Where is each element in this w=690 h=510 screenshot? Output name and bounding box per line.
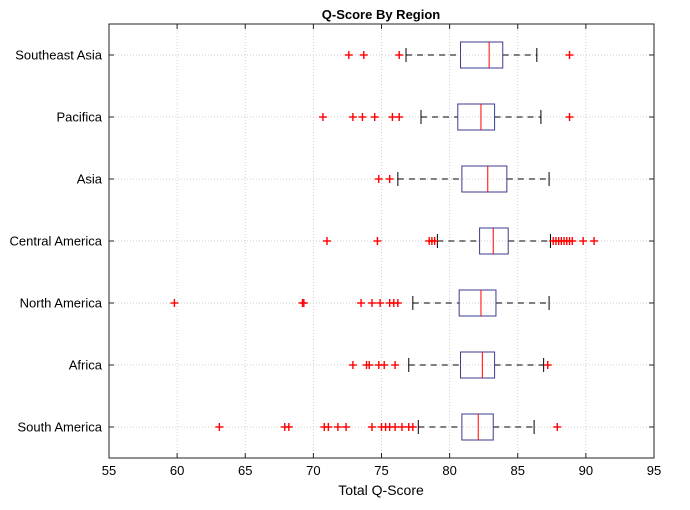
x-tick-label: 75 xyxy=(374,463,388,478)
outlier-point xyxy=(391,423,400,431)
x-tick-label: 65 xyxy=(238,463,252,478)
outlier-point xyxy=(380,361,389,369)
x-tick-label: 70 xyxy=(306,463,320,478)
outlier-point xyxy=(393,299,402,307)
iqr-box xyxy=(461,413,494,441)
outlier-point xyxy=(553,423,562,431)
x-tick-label: 55 xyxy=(102,463,116,478)
outlier-point xyxy=(299,299,308,307)
outlier-point xyxy=(348,361,357,369)
x-tick-label: 85 xyxy=(511,463,525,478)
outlier-point xyxy=(374,175,383,183)
y-tick-label: Africa xyxy=(69,358,103,373)
iqr-box xyxy=(479,227,509,255)
outlier-point xyxy=(430,237,439,245)
y-tick-label: Central America xyxy=(10,234,103,249)
box-southeast-asia xyxy=(344,41,574,69)
outlier-point xyxy=(397,423,406,431)
outlier-point xyxy=(590,237,599,245)
outlier-point xyxy=(579,237,588,245)
outlier-point xyxy=(565,51,574,59)
y-tick-label: Asia xyxy=(77,172,103,187)
outlier-point xyxy=(391,361,400,369)
x-tick-label: 80 xyxy=(442,463,456,478)
outlier-point xyxy=(565,113,574,121)
chart-title: Q-Score By Region xyxy=(322,7,441,22)
y-tick-label: Pacifica xyxy=(56,110,102,125)
outlier-point xyxy=(385,175,394,183)
outlier-point xyxy=(342,423,351,431)
box-asia xyxy=(374,165,550,193)
outlier-point xyxy=(318,113,327,121)
plot-frame xyxy=(108,23,655,459)
box-pacifica xyxy=(318,103,574,131)
y-tick-label: North America xyxy=(20,296,103,311)
outlier-point xyxy=(323,237,331,245)
x-axis-label: Total Q-Score xyxy=(338,482,424,498)
iqr-box xyxy=(458,289,497,317)
outlier-point xyxy=(388,113,397,121)
iqr-box xyxy=(457,103,496,131)
outlier-point xyxy=(395,113,404,121)
x-tick-label: 95 xyxy=(647,463,661,478)
y-tick-label: Southeast Asia xyxy=(15,48,102,63)
box-central-america xyxy=(323,227,599,255)
outlier-point xyxy=(215,423,224,431)
box-south-america xyxy=(215,413,562,441)
outlier-point xyxy=(568,237,577,245)
iqr-box xyxy=(460,351,496,379)
outlier-point xyxy=(543,361,552,369)
outlier-point xyxy=(367,423,376,431)
outlier-point xyxy=(376,299,385,307)
outlier-point xyxy=(370,113,379,121)
outlier-point xyxy=(170,299,179,307)
outlier-point xyxy=(408,423,417,431)
y-tick-label: South America xyxy=(17,420,102,435)
x-tick-label: 90 xyxy=(579,463,593,478)
outlier-point xyxy=(373,237,382,245)
iqr-box xyxy=(460,41,504,69)
outlier-point xyxy=(357,299,366,307)
boxes xyxy=(170,41,599,441)
outlier-point xyxy=(395,51,404,59)
outlier-point xyxy=(284,423,293,431)
box-africa xyxy=(348,351,552,379)
outlier-point xyxy=(348,113,357,121)
outlier-point xyxy=(359,51,368,59)
outlier-point xyxy=(367,299,376,307)
outlier-point xyxy=(358,113,367,121)
x-tick-label: 60 xyxy=(170,463,184,478)
outlier-point xyxy=(344,51,353,59)
outlier-point xyxy=(365,361,374,369)
box-north-america xyxy=(170,289,550,317)
outlier-point xyxy=(324,423,333,431)
iqr-box xyxy=(461,165,508,193)
axes: 55 60 65 70 75 80 85 90 95 Southeast Asia Pacifica… xyxy=(10,24,661,478)
outlier-point xyxy=(333,423,342,431)
